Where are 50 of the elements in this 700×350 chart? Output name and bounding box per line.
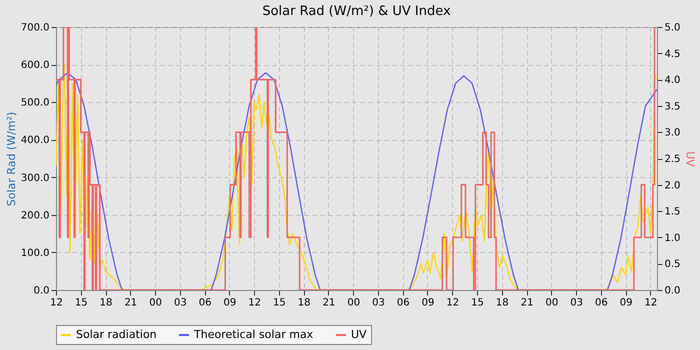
- x-tick-label: 03: [372, 298, 385, 308]
- x-tick-label: 21: [322, 298, 336, 308]
- x-tick-label: 00: [347, 298, 360, 308]
- y2-tick-label: 5.0: [664, 22, 680, 34]
- x-tick-label: 12: [248, 298, 261, 308]
- y-tick-label: 500.0: [20, 98, 50, 109]
- x-tick-label: 09: [224, 298, 236, 308]
- x-tick-label: 18: [298, 298, 311, 308]
- y2-tick-label: 2.0: [664, 180, 680, 192]
- x-tick-label: 15: [74, 298, 88, 308]
- legend-label: Solar radiation: [76, 328, 157, 341]
- y2-tick-label: 1.0: [664, 232, 680, 244]
- x-tick-label: 15: [471, 298, 484, 308]
- y2-tick-label: 3.0: [664, 128, 680, 139]
- x-tick-label: 03: [174, 298, 187, 308]
- x-tick-label: 00: [149, 298, 162, 308]
- y2-tick-label: 4.5: [664, 48, 680, 60]
- y2-tick-label: 4.0: [664, 75, 680, 86]
- y-tick-label: 200.0: [20, 210, 50, 222]
- y2-tick-label: 3.5: [664, 101, 680, 112]
- y-tick-label: 700.0: [20, 22, 50, 34]
- x-tick-label: 18: [100, 298, 112, 308]
- y-tick-label: 400.0: [20, 135, 50, 146]
- y-tick-label: 0.0: [34, 286, 50, 296]
- y2-tick-label: 2.5: [664, 154, 680, 165]
- legend-label: UV: [351, 328, 368, 341]
- x-tick-label: 00: [545, 298, 558, 308]
- x-tick-label: 09: [422, 298, 434, 308]
- x-tick-label: 06: [198, 298, 212, 308]
- y2-tick-label: 0.5: [664, 259, 680, 270]
- x-tick-label: 15: [273, 298, 286, 308]
- x-tick-label: 12: [446, 298, 460, 308]
- chart-title: Solar Rad (W/m²) & UV Index: [262, 4, 451, 19]
- x-tick-label: 03: [570, 298, 583, 308]
- x-tick-label: 09: [620, 298, 632, 308]
- x-tick-label: 21: [124, 298, 138, 308]
- legend-label: Theoretical solar max: [193, 328, 314, 341]
- y-tick-label: 600.0: [20, 60, 50, 72]
- y2-tick-label: 0.0: [664, 286, 680, 296]
- x-tick-label: 12: [644, 298, 658, 308]
- x-tick-label: 21: [520, 298, 534, 308]
- y2-tick-label: 1.5: [664, 206, 680, 218]
- y-axis-title: Solar Rad (W/m²): [4, 112, 18, 206]
- x-tick-label: 12: [50, 298, 63, 308]
- y-tick-label: 300.0: [20, 172, 50, 184]
- y-tick-label: 100.0: [20, 248, 50, 259]
- x-tick-label: 18: [496, 298, 509, 308]
- x-tick-label: 06: [594, 298, 608, 308]
- x-tick-label: 06: [396, 298, 410, 308]
- y2-axis-title: UV: [683, 151, 696, 168]
